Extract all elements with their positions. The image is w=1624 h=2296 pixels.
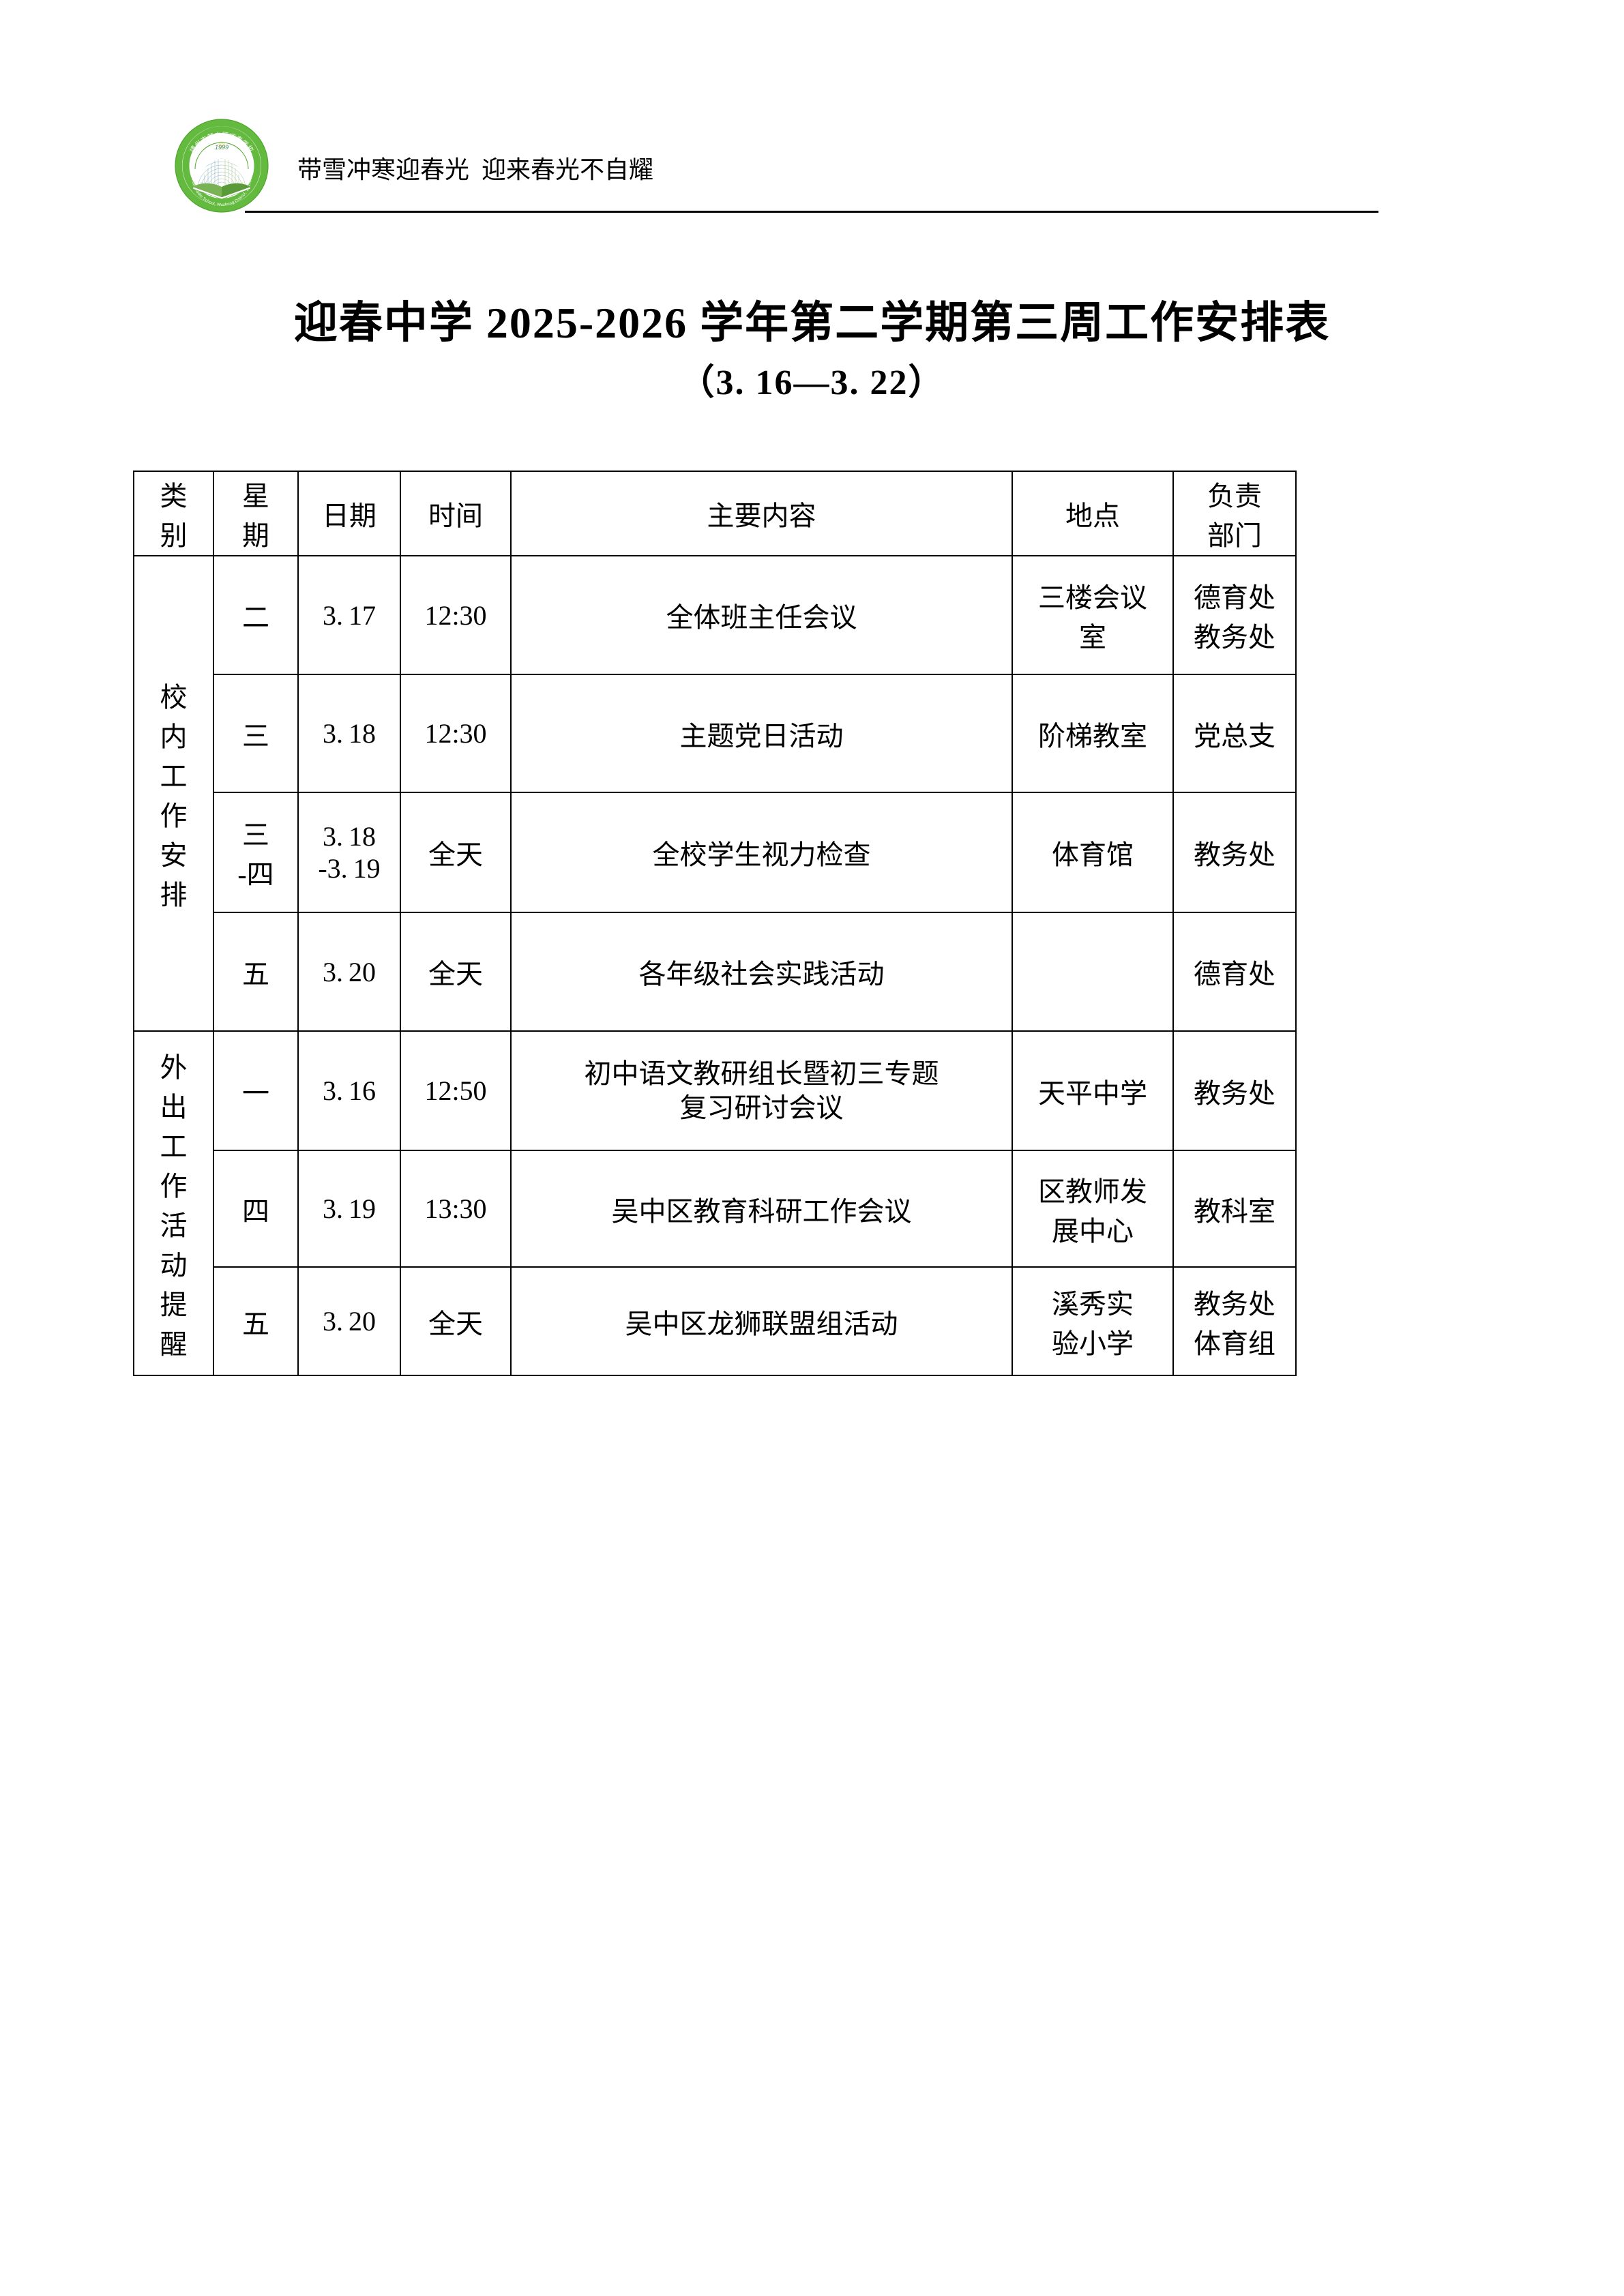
svg-text:1999: 1999 (215, 144, 228, 151)
